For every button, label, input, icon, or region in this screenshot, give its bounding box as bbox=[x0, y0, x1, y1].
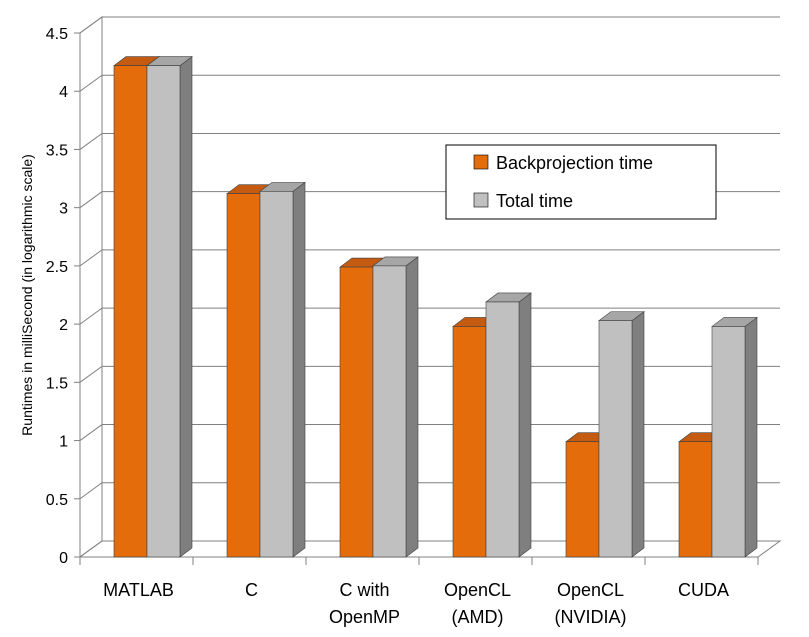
gridline bbox=[79, 307, 780, 325]
bar-side bbox=[179, 56, 193, 558]
bar-front bbox=[711, 326, 746, 558]
y-axis-label: Runtimes in milliSecond (in logarithmic … bbox=[19, 154, 35, 436]
x-tick-label: C bbox=[245, 580, 258, 600]
legend-label-total: Total time bbox=[496, 191, 573, 211]
gridline bbox=[79, 249, 780, 267]
y-tick-label: 2 bbox=[59, 317, 68, 334]
bar-front bbox=[339, 266, 374, 558]
axes bbox=[79, 33, 759, 565]
x-tick-label: CUDA bbox=[678, 580, 729, 600]
bar-side bbox=[405, 256, 419, 558]
legend: Backprojection time Total time bbox=[445, 144, 717, 220]
gridline bbox=[79, 132, 780, 150]
gridline bbox=[79, 540, 780, 558]
bar-front bbox=[598, 320, 633, 558]
bar-front bbox=[678, 441, 713, 558]
legend-swatch-backprojection bbox=[473, 154, 489, 170]
left-wall bbox=[79, 16, 103, 558]
y-tick-label: 0.5 bbox=[46, 492, 68, 509]
bar-front bbox=[372, 265, 407, 558]
bars bbox=[113, 56, 758, 558]
x-tick-label: OpenMP bbox=[329, 607, 400, 627]
bar-total-time bbox=[485, 292, 532, 558]
bar-total-time bbox=[711, 316, 758, 558]
bar-front bbox=[113, 65, 148, 558]
bar-front bbox=[452, 326, 487, 558]
y-tick-label: 3 bbox=[59, 201, 68, 218]
y-tick-label: 0 bbox=[59, 550, 68, 567]
bar-side bbox=[518, 292, 532, 558]
bar-total-time bbox=[146, 56, 193, 558]
x-tick-label: MATLAB bbox=[103, 580, 174, 600]
gridline bbox=[79, 16, 780, 34]
x-tick-label: C with bbox=[339, 580, 389, 600]
y-tick-label: 3.5 bbox=[46, 142, 68, 159]
bar-front bbox=[259, 191, 294, 558]
legend-label-backprojection: Backprojection time bbox=[496, 153, 653, 173]
y-tick-label: 2.5 bbox=[46, 259, 68, 276]
gridline bbox=[79, 365, 780, 383]
gridline bbox=[79, 424, 780, 441]
y-tick-label: 4 bbox=[59, 84, 68, 101]
bar-side bbox=[744, 316, 758, 558]
x-tick-label: (AMD) bbox=[452, 607, 504, 627]
bar-total-time bbox=[598, 311, 645, 558]
x-tick-label: OpenCL bbox=[444, 580, 511, 600]
x-tick-label: OpenCL bbox=[557, 580, 624, 600]
legend-box bbox=[445, 144, 717, 220]
y-tick-labels: 0 0.5 1 1.5 2 2.5 3 3.5 4 4.5 bbox=[46, 26, 68, 567]
bar-front bbox=[565, 441, 600, 558]
y-tick-label: 1.5 bbox=[46, 375, 68, 392]
y-tick-label: 4.5 bbox=[46, 26, 68, 43]
gridline bbox=[79, 74, 780, 92]
bar-front bbox=[146, 65, 181, 558]
y-tick-label: 1 bbox=[59, 434, 68, 451]
x-tick-label: (NVIDIA) bbox=[555, 607, 627, 627]
bar-front bbox=[485, 301, 520, 558]
gridline bbox=[79, 482, 780, 500]
legend-swatch-total bbox=[473, 192, 489, 208]
x-tick-labels: MATLAB C C with OpenMP OpenCL (AMD) OpenCL (NVI… bbox=[103, 580, 729, 627]
bar-side bbox=[631, 311, 645, 558]
bar-side bbox=[292, 181, 306, 558]
bar-total-time bbox=[372, 256, 419, 558]
bar-total-time bbox=[259, 181, 306, 558]
bar-front bbox=[226, 193, 261, 558]
